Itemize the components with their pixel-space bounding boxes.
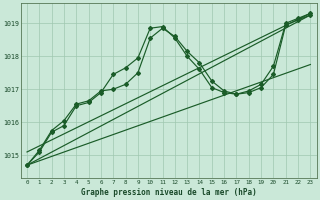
X-axis label: Graphe pression niveau de la mer (hPa): Graphe pression niveau de la mer (hPa) <box>81 188 257 197</box>
